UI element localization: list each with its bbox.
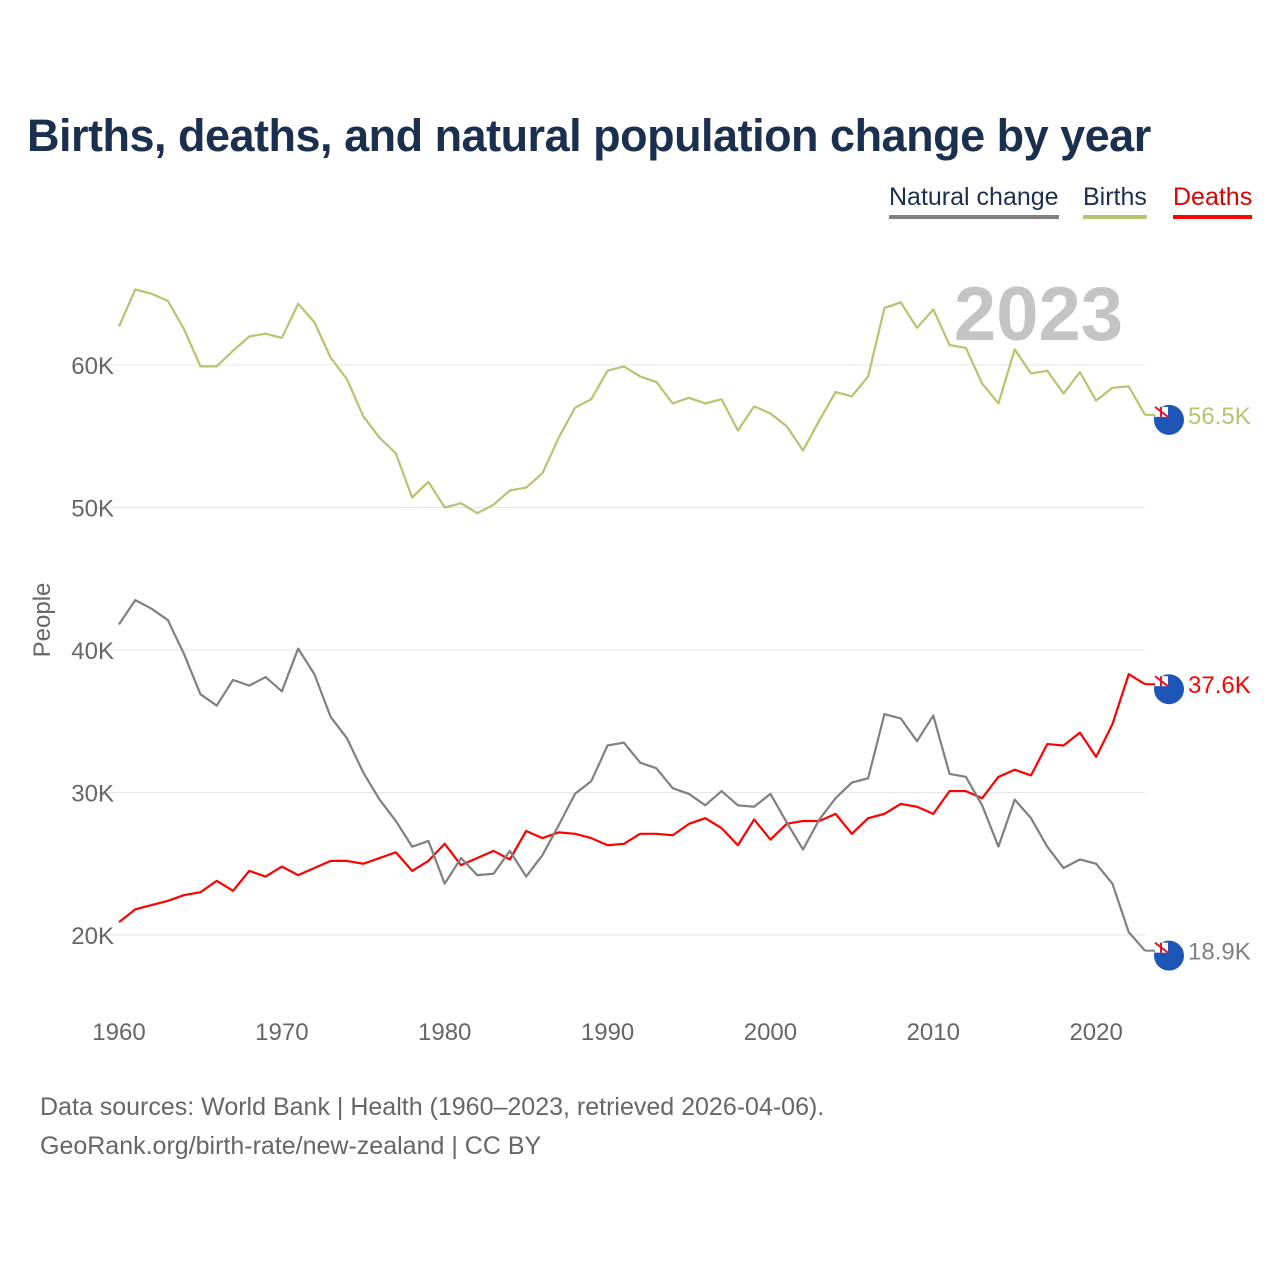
legend-natural-change[interactable]: Natural change [889, 183, 1059, 219]
x-tick-label: 1960 [92, 1019, 145, 1046]
new-zealand-flag-icon [1154, 404, 1184, 435]
x-tick-label: 2000 [744, 1019, 797, 1046]
y-tick-label: 40K [71, 638, 114, 665]
source-note: Data sources: World Bank | Health (1960–… [40, 1088, 824, 1166]
x-tick-label: 1980 [418, 1019, 471, 1046]
y-axis-label: People [29, 583, 56, 658]
x-tick-label: 2020 [1069, 1019, 1122, 1046]
new-zealand-flag-icon [1154, 674, 1184, 705]
series-end-value-label: 56.5K [1188, 403, 1251, 430]
series-end-value-label: 18.9K [1188, 939, 1251, 966]
series-line-births [117, 288, 1146, 515]
y-tick-label: 50K [71, 496, 114, 523]
chart-title: Births, deaths, and natural population c… [27, 110, 1151, 161]
year-watermark: 2023 [954, 272, 1123, 357]
x-tick-label: 2010 [907, 1019, 960, 1046]
y-tick-label: 20K [71, 923, 114, 950]
legend-births[interactable]: Births [1083, 183, 1147, 219]
x-tick-label: 1970 [255, 1019, 308, 1046]
y-tick-label: 60K [71, 353, 114, 380]
source-line-2[interactable]: GeoRank.org/birth-rate/new-zealand | CC … [40, 1132, 542, 1160]
source-line-1: Data sources: World Bank | Health (1960–… [40, 1093, 825, 1121]
new-zealand-flag-icon [1154, 940, 1184, 971]
series-end-value-label: 37.6K [1188, 672, 1251, 699]
legend-deaths[interactable]: Deaths [1173, 183, 1253, 219]
x-tick-label: 1990 [581, 1019, 634, 1046]
series-line-natural-change [118, 599, 1146, 952]
y-tick-label: 30K [71, 781, 114, 808]
series-line-deaths [118, 673, 1146, 924]
